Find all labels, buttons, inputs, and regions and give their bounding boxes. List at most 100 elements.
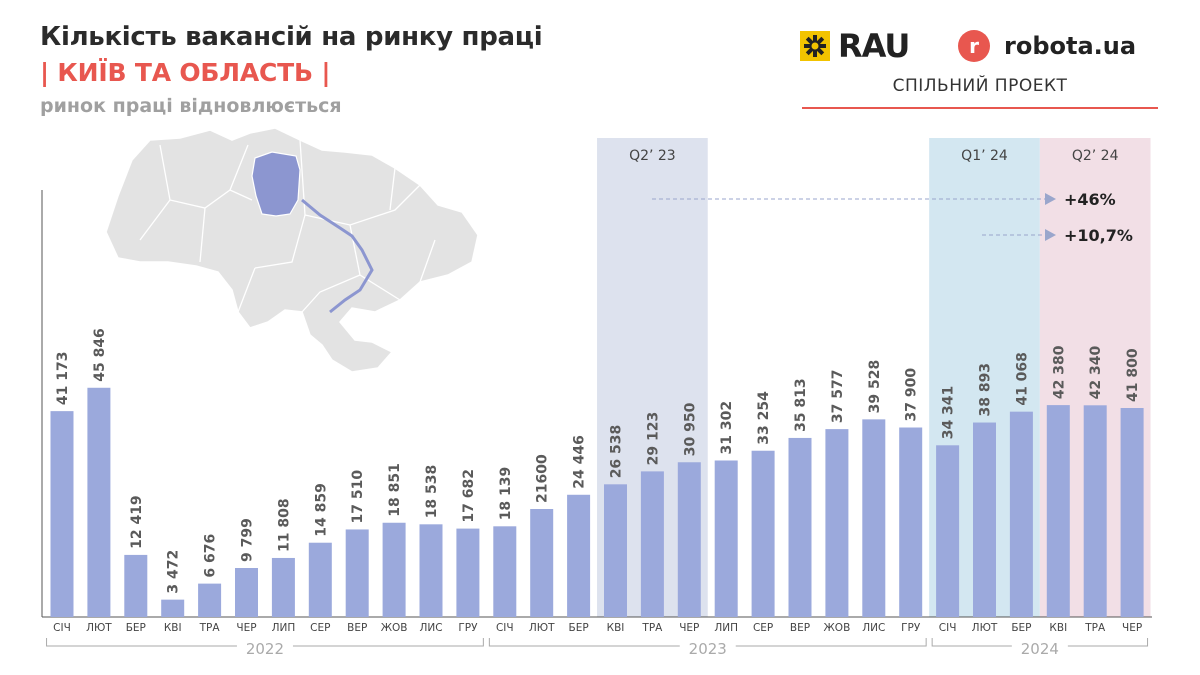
growth-arrow-head <box>1045 193 1056 205</box>
bar-value-label: 6 676 <box>203 534 219 578</box>
x-tick-label: ЛЮТ <box>529 622 555 634</box>
bar-value-label: 9 799 <box>240 518 256 562</box>
bar-value-label: 31 302 <box>719 401 735 455</box>
bar-value-label: 12 419 <box>129 495 145 549</box>
bar <box>382 522 406 617</box>
x-tick-label: ГРУ <box>458 622 478 634</box>
bar <box>973 422 996 617</box>
bar <box>677 462 701 617</box>
joint-project-label: СПІЛЬНИЙ ПРОЕКТ <box>892 76 1068 96</box>
bar <box>640 471 664 617</box>
x-tick-label: ЛИП <box>714 622 738 634</box>
bar <box>825 429 849 617</box>
bar-value-label: 39 528 <box>867 360 883 414</box>
bar <box>87 387 111 617</box>
x-tick-label: КВІ <box>164 622 182 634</box>
year-label-mask <box>236 643 293 651</box>
kyiv-region-highlight <box>251 151 301 217</box>
growth-annotation: +10,7% <box>1064 226 1133 245</box>
bar <box>1083 405 1107 617</box>
bar-value-label: 34 341 <box>941 386 957 440</box>
rau-logo: RAU <box>800 27 910 65</box>
x-tick-label: БЕР <box>1011 622 1031 634</box>
x-tick-label: СІЧ <box>496 622 514 634</box>
bar-value-label: 21600 <box>535 454 551 503</box>
x-tick-label: КВІ <box>1049 622 1067 634</box>
bar-value-label: 17 682 <box>461 469 477 523</box>
bar <box>493 526 517 617</box>
bar-value-label: 37 577 <box>830 370 846 424</box>
bar-value-label: 24 446 <box>572 435 588 489</box>
x-tick-label: ЧЕР <box>236 622 256 634</box>
bar <box>419 524 443 617</box>
x-tick-label: СІЧ <box>939 622 957 634</box>
highlight-band-label: Q1’ 24 <box>961 148 1008 164</box>
bar <box>530 509 554 617</box>
x-tick-label: ЛЮТ <box>86 622 112 634</box>
bar <box>124 554 148 617</box>
highlight-band-label: Q2’ 23 <box>629 148 676 164</box>
year-label-mask <box>1011 643 1068 651</box>
bar <box>899 427 923 617</box>
rau-star-icon <box>800 31 830 61</box>
x-tick-label: ТРА <box>641 622 663 634</box>
bar-value-label: 29 123 <box>645 412 661 466</box>
bar <box>308 542 332 617</box>
year-label-mask <box>679 643 736 651</box>
bar-value-label: 30 950 <box>682 402 698 456</box>
partner-logos: RAU r robota.ua СПІЛЬНИЙ ПРОЕКТ <box>800 27 1160 109</box>
ukraine-map <box>105 127 479 373</box>
bar <box>456 528 480 617</box>
year-label: 2024 <box>1021 640 1059 658</box>
x-tick-label: КВІ <box>607 622 625 634</box>
x-tick-label: ГРУ <box>901 622 921 634</box>
bar-value-label: 42 340 <box>1088 345 1104 399</box>
x-tick-label: ЧЕР <box>679 622 699 634</box>
bar-value-label: 42 380 <box>1051 345 1067 399</box>
year-label: 2022 <box>246 640 284 658</box>
x-tick-label: ЖОВ <box>381 622 408 634</box>
bar-value-label: 3 472 <box>166 550 182 594</box>
bar-value-label: 37 900 <box>904 368 920 422</box>
dnipro-river <box>301 198 374 314</box>
x-tick-label: ВЕР <box>347 622 367 634</box>
robota-r-icon: r <box>958 30 990 62</box>
bar <box>862 419 886 617</box>
bar-value-label: 26 538 <box>609 425 625 479</box>
x-tick-label: ЛИС <box>862 622 885 634</box>
chart-title: Кількість вакансій на ринку праці <box>40 22 543 52</box>
robota-logo-text: robota.ua <box>1004 32 1137 60</box>
bar <box>604 484 627 617</box>
logo-divider <box>802 107 1158 109</box>
growth-arrow-head <box>1045 229 1056 241</box>
robota-logo: r robota.ua <box>958 28 1136 64</box>
x-tick-label: ЛЮТ <box>972 622 998 634</box>
bar <box>345 529 369 617</box>
bar <box>50 411 74 617</box>
bar <box>751 450 775 617</box>
bar-value-label: 11 808 <box>276 498 292 552</box>
x-tick-label: БЕР <box>569 622 589 634</box>
bar-value-label: 41 068 <box>1014 352 1030 406</box>
x-tick-label: ЛИС <box>419 622 442 634</box>
bar-value-label: 18 139 <box>498 467 514 521</box>
bar-value-label: 18 538 <box>424 465 440 519</box>
region-subtitle: | КИЇВ ТА ОБЛАСТЬ | <box>40 58 331 87</box>
bar-value-label: 17 510 <box>350 470 366 524</box>
bar <box>567 494 591 617</box>
bar <box>161 599 185 617</box>
chart-note: ринок праці відновлюється <box>40 95 342 117</box>
x-tick-label: СІЧ <box>53 622 71 634</box>
bar-value-label: 41 800 <box>1125 348 1141 402</box>
x-tick-label: СЕР <box>753 622 773 634</box>
bar-value-label: 41 173 <box>55 352 71 406</box>
bar <box>714 460 738 617</box>
bar <box>271 557 295 617</box>
bar-value-label: 33 254 <box>756 391 772 445</box>
highlight-band-label: Q2’ 24 <box>1072 148 1119 164</box>
x-tick-label: ВЕР <box>790 622 810 634</box>
x-tick-label: ЛИП <box>272 622 296 634</box>
bar-value-label: 45 846 <box>92 328 108 382</box>
bar <box>198 583 222 617</box>
bar <box>1046 405 1070 617</box>
